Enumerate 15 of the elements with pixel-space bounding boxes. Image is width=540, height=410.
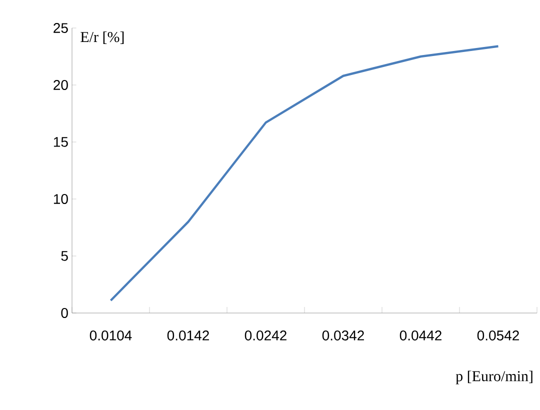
y-axis-title: E/r [%]	[80, 32, 124, 44]
x-axis-title: p [Euro/min]	[456, 370, 532, 384]
x-tick-label: 0.0542	[477, 330, 519, 340]
line-series	[110, 45, 500, 302]
x-tick-label: 0.0342	[322, 330, 364, 340]
y-tick-label: 0	[61, 308, 68, 318]
y-tick-label: 10	[54, 194, 68, 204]
x-tick-label: 0.0242	[244, 330, 286, 340]
y-tick-label: 5	[61, 251, 68, 261]
y-tick-label: 20	[54, 80, 68, 90]
x-tick-label: 0.0104	[90, 330, 132, 340]
x-tick-label: 0.0142	[167, 330, 209, 340]
y-tick-label: 15	[54, 137, 68, 147]
x-tick-label: 0.0442	[400, 330, 442, 340]
y-tick-label: 25	[54, 23, 68, 33]
